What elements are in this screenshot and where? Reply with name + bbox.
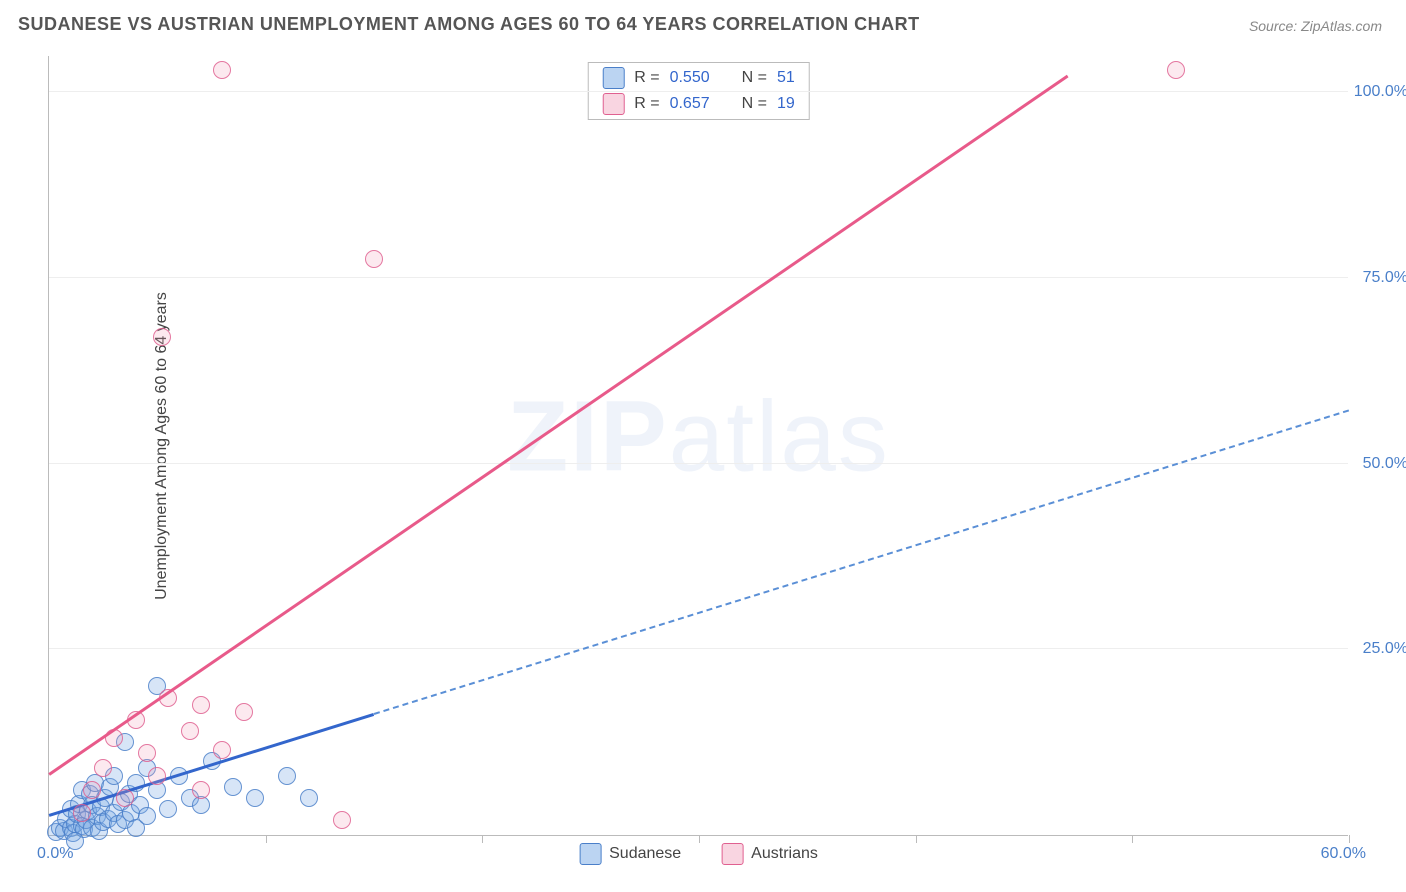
gridline [49,91,1348,92]
y-tick-label: 25.0% [1363,640,1406,658]
x-max-label: 60.0% [1321,845,1366,863]
x-tick [916,835,917,843]
y-tick-label: 50.0% [1363,455,1406,473]
data-point [224,778,242,796]
x-min-label: 0.0% [37,845,73,863]
n-val-0: 51 [777,69,795,87]
watermark-rest: atlas [669,380,890,492]
source-label: Source: ZipAtlas.com [1249,18,1382,34]
data-point [300,789,318,807]
legend-bottom: Sudanese Austrians [579,843,818,865]
x-tick [699,835,700,843]
data-point [333,811,351,829]
data-point [365,250,383,268]
trend-line-austrians-solid [48,75,1068,775]
data-point [213,61,231,79]
r-val-0: 0.550 [670,69,710,87]
r-label-0: R = [634,69,659,87]
data-point [192,696,210,714]
data-point [192,781,210,799]
x-tick [1132,835,1133,843]
y-tick-label: 75.0% [1363,269,1406,287]
data-point [66,832,84,850]
r-row-0: R = 0.550 N = 51 [588,65,809,91]
swatch-pink [602,93,624,115]
data-point [235,703,253,721]
legend-swatch-blue [579,843,601,865]
data-point [246,789,264,807]
data-point [159,800,177,818]
plot-area: ZIPatlas R = 0.550 N = 51 R = 0.657 N = … [48,56,1348,836]
data-point [153,328,171,346]
gridline [49,277,1348,278]
x-tick [266,835,267,843]
y-tick-label: 100.0% [1354,83,1406,101]
data-point [213,741,231,759]
data-point [138,807,156,825]
legend-label-1: Austrians [751,845,818,863]
r-val-1: 0.657 [670,95,710,113]
data-point [1167,61,1185,79]
watermark: ZIPatlas [507,379,890,494]
r-label-1: R = [634,95,659,113]
gridline [49,648,1348,649]
legend-swatch-pink [721,843,743,865]
data-point [148,767,166,785]
x-tick [1349,835,1350,843]
legend-item-1: Austrians [721,843,818,865]
data-point [278,767,296,785]
n-label-1: N = [742,95,767,113]
gridline [49,463,1348,464]
data-point [116,789,134,807]
n-val-1: 19 [777,95,795,113]
n-label-0: N = [742,69,767,87]
data-point [73,804,91,822]
data-point [138,744,156,762]
legend-label-0: Sudanese [609,845,681,863]
trend-line-sudanese-dash [374,410,1350,716]
data-point [83,781,101,799]
data-point [94,759,112,777]
legend-item-0: Sudanese [579,843,681,865]
x-tick [482,835,483,843]
swatch-blue [602,67,624,89]
chart-title: SUDANESE VS AUSTRIAN UNEMPLOYMENT AMONG … [18,14,920,35]
watermark-bold: ZIP [507,380,669,492]
r-row-1: R = 0.657 N = 19 [588,91,809,117]
data-point [181,722,199,740]
